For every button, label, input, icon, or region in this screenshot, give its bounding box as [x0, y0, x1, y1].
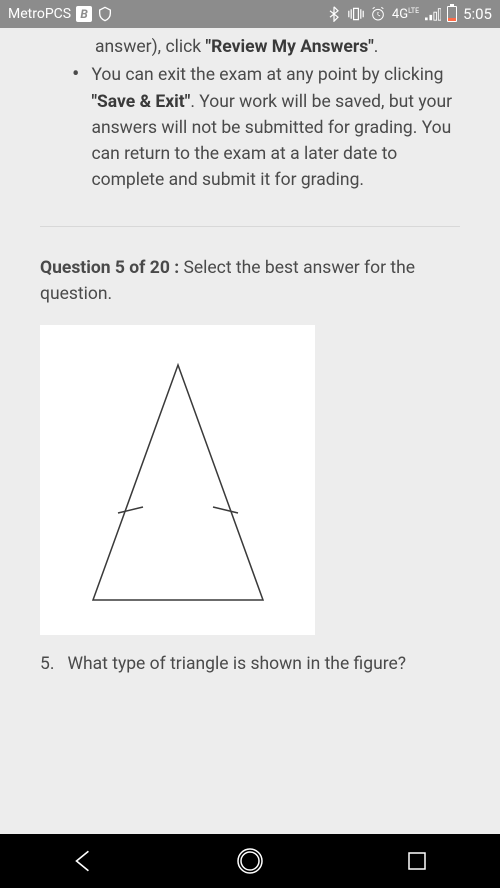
question-figure	[40, 325, 315, 635]
triangle-diagram	[48, 335, 308, 625]
android-nav-bar	[0, 834, 500, 888]
back-button[interactable]	[65, 843, 101, 879]
shield-icon	[97, 6, 113, 22]
vibrate-icon	[348, 6, 364, 22]
signal-icon	[425, 6, 441, 22]
question-item: 5. What type of triangle is shown in the…	[40, 651, 460, 677]
carrier-badge-icon: B	[76, 6, 92, 22]
review-answers-bold: "Review My Answers"	[206, 37, 374, 57]
question-header: Question 5 of 20 : Select the best answe…	[40, 255, 460, 308]
save-exit-bold: "Save & Exit"	[91, 92, 190, 112]
section-divider	[40, 226, 460, 227]
question-number: Question 5 of 20 :	[40, 258, 179, 278]
instruction-line-continuation: answer), click "Review My Answers".	[40, 34, 460, 60]
question-item-number: 5.	[40, 654, 54, 674]
instructions-block: answer), click "Review My Answers". • Yo…	[40, 28, 460, 194]
bullet-icon: •	[72, 62, 79, 193]
alarm-icon	[370, 6, 386, 22]
clock-label: 5:05	[463, 5, 492, 23]
network-label: 4GLTE	[392, 8, 419, 21]
status-left: MetroPCS B	[8, 6, 113, 22]
content-area: answer), click "Review My Answers". • Yo…	[0, 28, 500, 677]
carrier-label: MetroPCS	[8, 6, 71, 22]
question-item-text: What type of triangle is shown in the fi…	[54, 654, 406, 674]
recents-button[interactable]	[399, 843, 435, 879]
battery-icon	[447, 6, 457, 22]
status-bar: MetroPCS B 4GLTE 5:05	[0, 0, 500, 28]
bluetooth-icon	[326, 6, 342, 22]
status-right: 4GLTE 5:05	[326, 5, 492, 23]
instruction-bullet-item: • You can exit the exam at any point by …	[40, 62, 460, 193]
bullet-text: You can exit the exam at any point by cl…	[91, 62, 460, 193]
home-button[interactable]	[232, 843, 268, 879]
